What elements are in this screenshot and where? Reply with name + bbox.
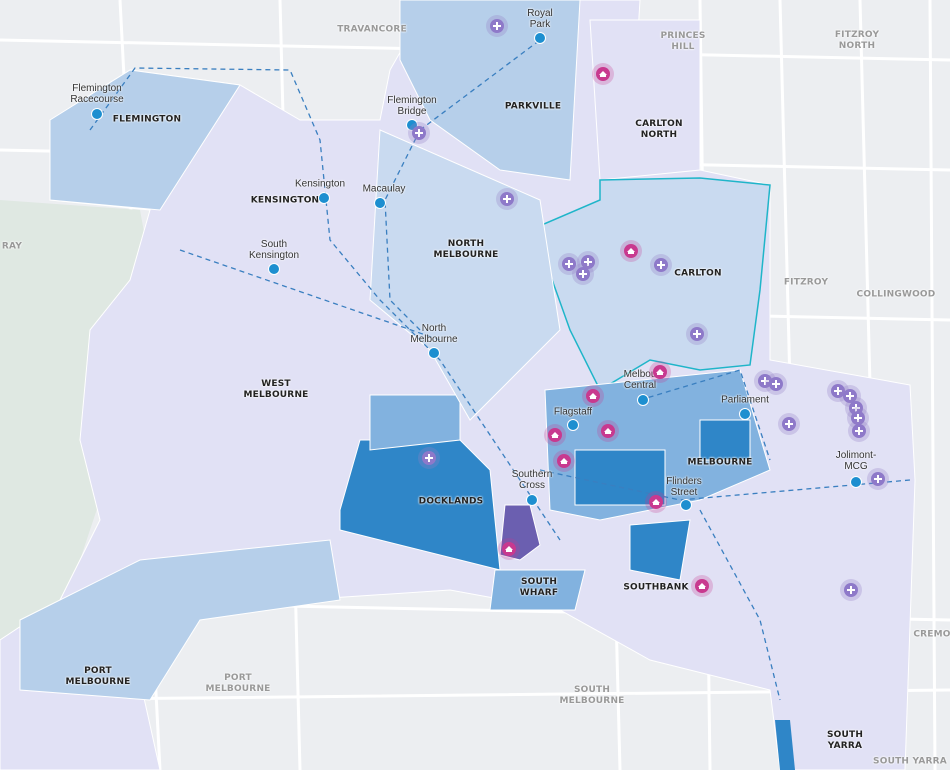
station-label: North Melbourne xyxy=(410,323,458,345)
background-suburb-label: RAY xyxy=(1,241,23,252)
station-label: Kensington xyxy=(294,178,346,190)
station-label: Melbou Central xyxy=(623,369,657,391)
region-south-wharf xyxy=(489,569,586,611)
suburb-label: KENSINGTON xyxy=(250,195,320,206)
suburb-label: SOUTH WHARF xyxy=(519,577,559,598)
station-label: Parliament xyxy=(721,394,769,406)
background-suburb-label: TRAVANCORE xyxy=(337,24,407,35)
region-docklands xyxy=(339,439,501,571)
background-suburb-label: COLLINGWOOD xyxy=(856,289,936,300)
hospital-plus-icon[interactable] xyxy=(758,374,772,388)
train-icon[interactable] xyxy=(739,408,751,420)
hospital-plus-icon[interactable] xyxy=(490,19,504,33)
region-docklands-north xyxy=(369,394,461,451)
station-label: Royal Park xyxy=(527,8,553,30)
train-icon[interactable] xyxy=(374,197,386,209)
train-icon[interactable] xyxy=(534,32,546,44)
suburb-label: FLEMINGTON xyxy=(112,114,182,125)
graduation-cap-icon[interactable] xyxy=(596,67,610,81)
suburb-label: MELBOURNE xyxy=(687,457,753,468)
background-suburb-label: CREMO xyxy=(913,629,950,640)
train-icon[interactable] xyxy=(318,192,330,204)
hospital-plus-icon[interactable] xyxy=(843,389,857,403)
region-carlton-north xyxy=(589,19,701,181)
hospital-plus-icon[interactable] xyxy=(871,472,885,486)
hospital-plus-icon[interactable] xyxy=(412,126,426,140)
hospital-plus-icon[interactable] xyxy=(422,451,436,465)
graduation-cap-icon[interactable] xyxy=(653,365,667,379)
hospital-plus-icon[interactable] xyxy=(562,257,576,271)
region-parkville xyxy=(399,0,581,181)
hospital-plus-icon[interactable] xyxy=(500,192,514,206)
region-south-yarra-strip xyxy=(775,720,795,770)
region-southbank xyxy=(629,519,691,581)
train-icon[interactable] xyxy=(567,419,579,431)
graduation-cap-icon[interactable] xyxy=(557,454,571,468)
suburb-label: SOUTHBANK xyxy=(623,582,689,593)
region-flemington xyxy=(49,69,241,211)
suburb-label: PORT MELBOURNE xyxy=(65,666,131,687)
station-label: Flemington Bridge xyxy=(387,95,437,117)
train-icon[interactable] xyxy=(91,108,103,120)
hospital-plus-icon[interactable] xyxy=(831,384,845,398)
graduation-cap-icon[interactable] xyxy=(695,579,709,593)
suburb-label: CARLTON xyxy=(674,268,722,279)
train-icon[interactable] xyxy=(637,394,649,406)
station-label: Flinders Street xyxy=(666,476,702,498)
graduation-cap-icon[interactable] xyxy=(502,542,516,556)
train-icon[interactable] xyxy=(526,494,538,506)
station-label: Southern Cross xyxy=(511,469,553,491)
suburb-label: WEST MELBOURNE xyxy=(243,379,309,400)
graduation-cap-icon[interactable] xyxy=(586,389,600,403)
hospital-plus-icon[interactable] xyxy=(690,327,704,341)
suburb-label: NORTH MELBOURNE xyxy=(433,239,499,260)
suburb-label: PARKVILLE xyxy=(504,101,562,112)
hospital-plus-icon[interactable] xyxy=(769,377,783,391)
rail-lines xyxy=(89,39,911,701)
train-icon[interactable] xyxy=(268,263,280,275)
train-icon[interactable] xyxy=(428,347,440,359)
suburb-label: CARLTON NORTH xyxy=(635,119,683,140)
hospital-plus-icon[interactable] xyxy=(576,267,590,281)
train-icon[interactable] xyxy=(680,499,692,511)
hospital-plus-icon[interactable] xyxy=(851,411,865,425)
hospital-plus-icon[interactable] xyxy=(782,417,796,431)
background-suburb-label: SOUTH YARRA xyxy=(873,756,947,767)
station-label: Jolimont-MCG xyxy=(835,450,877,472)
background-suburb-label: PORT MELBOURNE xyxy=(205,673,271,694)
graduation-cap-icon[interactable] xyxy=(649,495,663,509)
graduation-cap-icon[interactable] xyxy=(601,424,615,438)
hospital-plus-icon[interactable] xyxy=(844,583,858,597)
background-suburb-label: FITZROY xyxy=(783,277,829,288)
hospital-plus-icon[interactable] xyxy=(654,258,668,272)
hospital-plus-icon[interactable] xyxy=(852,424,866,438)
suburb-label: SOUTH YARRA xyxy=(826,730,864,751)
region-port-melbourne xyxy=(19,539,341,701)
hospital-plus-icon[interactable] xyxy=(581,255,595,269)
station-label: Flemington Racecourse xyxy=(70,83,124,105)
suburb-label: DOCKLANDS xyxy=(418,496,484,507)
train-icon[interactable] xyxy=(850,476,862,488)
station-label: Macaulay xyxy=(362,183,406,195)
graduation-cap-icon[interactable] xyxy=(624,244,638,258)
station-label: Flagstaff xyxy=(553,406,593,418)
station-label: South Kensington xyxy=(248,239,300,261)
cbd-dark-blocks xyxy=(574,419,751,506)
background-suburb-label: FITZROY NORTH xyxy=(834,30,880,51)
graduation-cap-icon[interactable] xyxy=(548,428,562,442)
background-suburb-label: SOUTH MELBOURNE xyxy=(559,685,625,706)
background-suburb-label: PRINCES HILL xyxy=(660,31,706,52)
